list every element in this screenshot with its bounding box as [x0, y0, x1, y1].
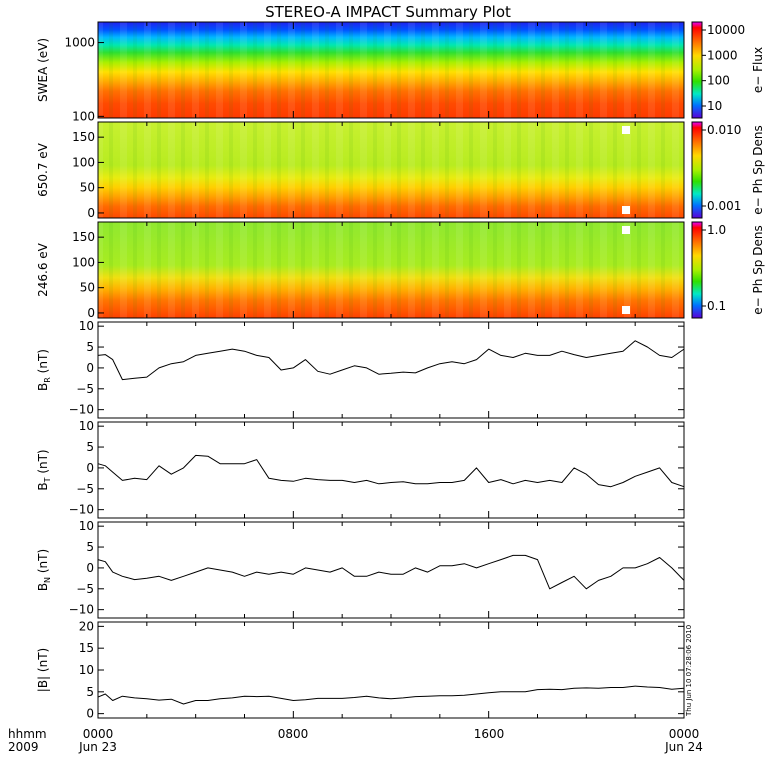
panel-frame: [97, 421, 685, 519]
plot-area: [98, 422, 684, 518]
colorbar-tick-label: 10000: [707, 23, 745, 37]
panel-frame: [97, 621, 685, 719]
hhmm-label: hhmm: [8, 727, 47, 741]
y-tick-label: −5: [76, 482, 94, 496]
y-tick-label: 5: [86, 685, 94, 699]
y-tick-label: 10: [79, 419, 94, 433]
y-tick-label: 100: [72, 109, 95, 123]
y-axis-label: 650.7 eV: [36, 142, 50, 197]
panel-frame: [97, 321, 685, 419]
colorbar-tick-label: 0.010: [707, 123, 741, 137]
colorbar: [691, 21, 703, 119]
y-tick-label: −10: [69, 603, 94, 617]
y-axis-label: BR (nT): [36, 349, 52, 391]
y-axis-label: SWEA (eV): [36, 38, 50, 102]
y-tick-label: 150: [72, 230, 95, 244]
colorbar-tick-label: 100: [707, 74, 730, 88]
y-tick-label: 20: [79, 619, 94, 633]
y-axis-label: 246.6 eV: [36, 242, 50, 297]
series-line: [97, 554, 685, 590]
colorbar-label: e− Flux: [751, 47, 765, 93]
y-tick-label: 0: [87, 306, 95, 320]
panel-5: 10 5 0 −5 −10 BT (nT): [36, 419, 685, 519]
colorbar: [691, 221, 703, 319]
data-gap-bottom: [622, 306, 630, 314]
y-tick-label: 100: [72, 255, 95, 269]
data-gap-bottom: [622, 206, 630, 214]
series-line: [97, 685, 685, 705]
x-tick-0000-end: 0000: [669, 727, 700, 741]
plot-area: [98, 622, 684, 718]
y-axis-label: BT (nT): [36, 449, 52, 490]
timestamp: Thu Jun 10 07:28:06 2010: [685, 625, 693, 717]
series-line: [97, 340, 685, 381]
y-tick-label: −10: [69, 403, 94, 417]
y-tick-label: 5: [86, 340, 94, 354]
colorbar-tick-label: 1000: [707, 48, 738, 62]
y-tick-label: 100: [72, 155, 95, 169]
y-tick-label: 5: [86, 440, 94, 454]
panel-frame: [97, 121, 685, 219]
panel-6: 10 5 0 −5 −10 BN (nT): [36, 519, 685, 619]
colorbar-tick-label: 10: [707, 99, 722, 113]
y-tick-label: 10: [79, 663, 94, 677]
panel-frame: [97, 21, 685, 119]
heatmap-texture: [98, 22, 684, 118]
panel-7: 20 15 10 5 0 |B| (nT): [36, 619, 685, 721]
heatmap-texture: [98, 122, 684, 218]
y-tick-label: −5: [76, 582, 94, 596]
y-tick-label: 0: [86, 707, 94, 721]
panel-frame: [97, 521, 685, 619]
data-gap-top: [622, 126, 630, 134]
series-line: [97, 454, 685, 488]
panel-2: 150 100 50 0 0.010 0.001 e− Ph Sp Dens 650.7 eV: [36, 121, 765, 220]
x-tick-0800: 0800: [278, 727, 309, 741]
y-tick-label: 0: [86, 361, 94, 375]
y-tick-label: 15: [79, 641, 94, 655]
year-label: 2009: [8, 740, 39, 754]
data-gap-top: [622, 226, 630, 234]
colorbar-tick-label: 0.001: [707, 199, 741, 213]
y-tick-label: 150: [72, 130, 95, 144]
x-tick-1600: 1600: [474, 727, 505, 741]
y-axis-label: |B| (nT): [36, 648, 50, 692]
x-tick-0000-start: 0000: [83, 727, 114, 741]
y-axis-label: BN (nT): [36, 549, 52, 591]
plot-area: [98, 322, 684, 418]
panel-4: 10 5 0 −5 −10 BR (nT): [36, 319, 685, 419]
panel-1: 1000 100 10000 1000 100 10 e− Flux SWEA (eV): [36, 21, 765, 123]
panel-frame: [97, 221, 685, 319]
colorbar-tick-label: 0.1: [707, 299, 726, 313]
y-tick-label: 5: [86, 540, 94, 554]
y-tick-label: 50: [80, 281, 95, 295]
y-tick-label: 10: [79, 519, 94, 533]
colorbar-tick-label: 1.0: [707, 223, 726, 237]
y-tick-label: 1000: [64, 36, 95, 50]
y-tick-label: 0: [87, 206, 95, 220]
y-tick-label: 50: [80, 181, 95, 195]
colorbar: [691, 121, 703, 219]
heatmap-texture: [98, 222, 684, 318]
x-axis-labels: hhmm 2009 0000 0800 1600 0000 Jun 23 Jun…: [8, 727, 703, 754]
x-date-end: Jun 24: [664, 740, 703, 754]
y-tick-label: −10: [69, 503, 94, 517]
y-tick-label: 0: [86, 461, 94, 475]
colorbar-label: e− Ph Sp Dens: [751, 225, 765, 314]
y-tick-label: 10: [79, 319, 94, 333]
plot-title: STEREO-A IMPACT Summary Plot: [265, 3, 511, 21]
colorbar-label: e− Ph Sp Dens: [751, 125, 765, 214]
y-tick-label: 0: [86, 561, 94, 575]
plot-area: [98, 522, 684, 618]
y-tick-label: −5: [76, 382, 94, 396]
panel-3: 150 100 50 0 1.0 0.1 e− Ph Sp Dens 246.6 eV: [36, 221, 765, 320]
x-date-start: Jun 23: [78, 740, 117, 754]
